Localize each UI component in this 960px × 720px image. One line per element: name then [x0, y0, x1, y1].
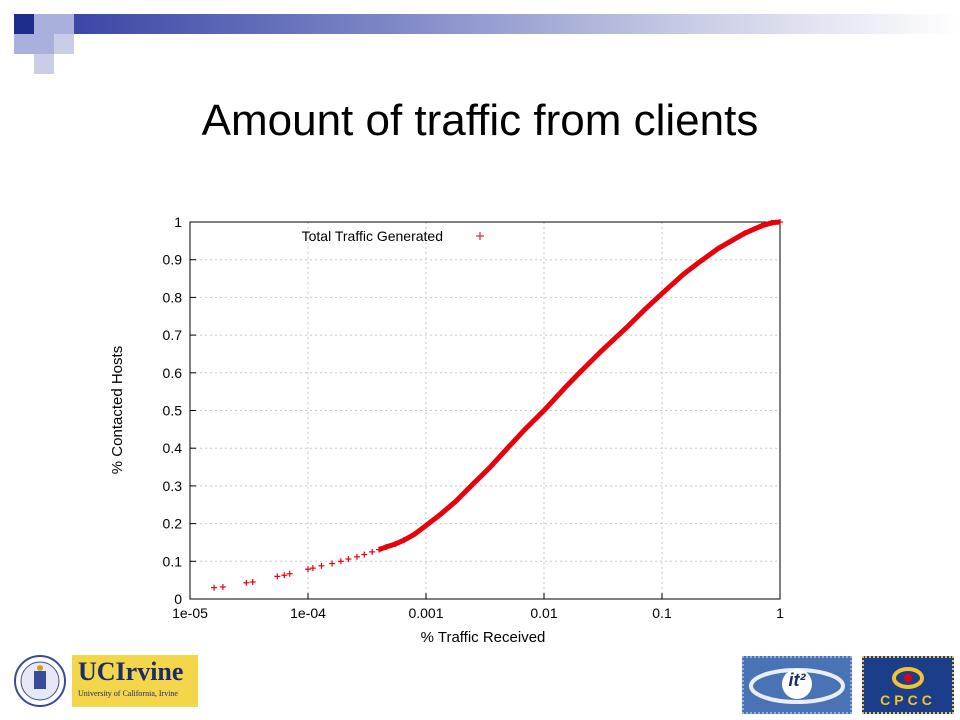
x-tick-label: 1e-04	[290, 605, 326, 621]
slide-title: Amount of traffic from clients	[201, 96, 759, 145]
y-tick-label: 0.9	[163, 252, 183, 268]
data-point	[219, 583, 226, 590]
y-tick-label: 0.4	[163, 440, 183, 456]
y-tick-label: 0.8	[163, 289, 183, 305]
legend-label: Total Traffic Generated	[302, 228, 443, 244]
data-point	[469, 481, 476, 488]
it2-text: it²	[788, 670, 806, 690]
data-point	[768, 219, 775, 226]
header-square-1	[14, 14, 34, 34]
x-tick-label: 1	[776, 605, 784, 621]
series-dense-trace	[378, 219, 781, 552]
data-point	[411, 531, 418, 538]
data-point	[694, 260, 701, 267]
x-tick-label: 1e-05	[172, 605, 208, 621]
data-point	[329, 560, 336, 567]
y-tick-label: 0.5	[163, 403, 183, 419]
ucirvine-logo: UCIrvine University of California, Irvin…	[72, 655, 198, 707]
y-tick-label: 0.2	[163, 516, 183, 532]
data-point	[561, 384, 568, 391]
chart-points	[211, 219, 783, 591]
it2-logo: it²	[742, 656, 852, 714]
header-square-4	[14, 34, 34, 54]
data-point	[522, 425, 529, 432]
data-point	[576, 369, 583, 376]
data-point	[337, 558, 344, 565]
legend-marker	[476, 232, 484, 240]
x-tick-label: 0.1	[652, 605, 672, 621]
data-point	[305, 566, 311, 573]
data-point	[623, 324, 630, 331]
data-point	[715, 245, 722, 252]
data-point	[741, 230, 748, 237]
data-point	[369, 548, 376, 555]
data-point	[361, 551, 368, 558]
x-axis-label: % Traffic Received	[421, 629, 546, 646]
data-point	[243, 579, 250, 586]
y-tick-label: 1	[174, 214, 182, 230]
data-point	[353, 553, 360, 560]
header-gradient-bar	[74, 14, 960, 34]
uci-seal-logo	[14, 655, 66, 707]
cpcc-logo: CPCC	[862, 656, 954, 714]
y-tick-label: 0.7	[163, 327, 183, 343]
y-tick-label: 0.1	[163, 553, 183, 569]
cpcc-text: CPCC	[880, 692, 936, 708]
data-point	[383, 543, 390, 550]
header-square-5	[34, 34, 54, 54]
data-point	[318, 562, 325, 569]
header-square-7	[34, 54, 54, 74]
data-point	[758, 222, 765, 229]
data-point	[345, 556, 352, 563]
data-point	[281, 572, 288, 579]
data-point	[659, 290, 665, 297]
chart-ticks: 1e-05 1e-04 0.001 0.01 0.1 1 0 0.1 0.2 0.3 0.4 0.5 0…	[163, 214, 785, 621]
x-tick-label: 0.001	[408, 605, 443, 621]
data-point	[309, 565, 316, 572]
y-tick-label: 0	[174, 591, 182, 607]
chart-grid	[190, 222, 780, 599]
data-point	[505, 444, 512, 451]
data-point	[597, 349, 604, 356]
data-point	[679, 271, 686, 278]
data-point	[274, 573, 281, 580]
chart-legend: Total Traffic Generated	[302, 228, 484, 244]
data-point	[777, 219, 783, 225]
header-square-3	[54, 14, 74, 34]
data-point	[423, 522, 429, 529]
data-point	[211, 584, 218, 591]
y-tick-label: 0.3	[163, 478, 183, 494]
data-point	[436, 512, 443, 519]
header-square-2	[34, 14, 54, 34]
data-point	[487, 464, 494, 471]
header-square-6	[54, 34, 74, 54]
data-point	[400, 537, 407, 544]
data-point	[640, 307, 647, 314]
y-tick-label: 0.6	[163, 365, 183, 381]
x-tick-label: 0.01	[530, 605, 557, 621]
data-point	[249, 579, 256, 586]
ucirvine-wordmark: UCIrvine	[78, 657, 184, 686]
y-axis-label: % Contacted Hosts	[109, 346, 126, 474]
data-point	[541, 407, 547, 414]
data-point	[286, 570, 293, 577]
data-point	[392, 540, 399, 547]
ucirvine-subtitle: University of California, Irvine	[78, 689, 178, 698]
data-point	[453, 497, 460, 504]
data-point	[376, 546, 383, 553]
